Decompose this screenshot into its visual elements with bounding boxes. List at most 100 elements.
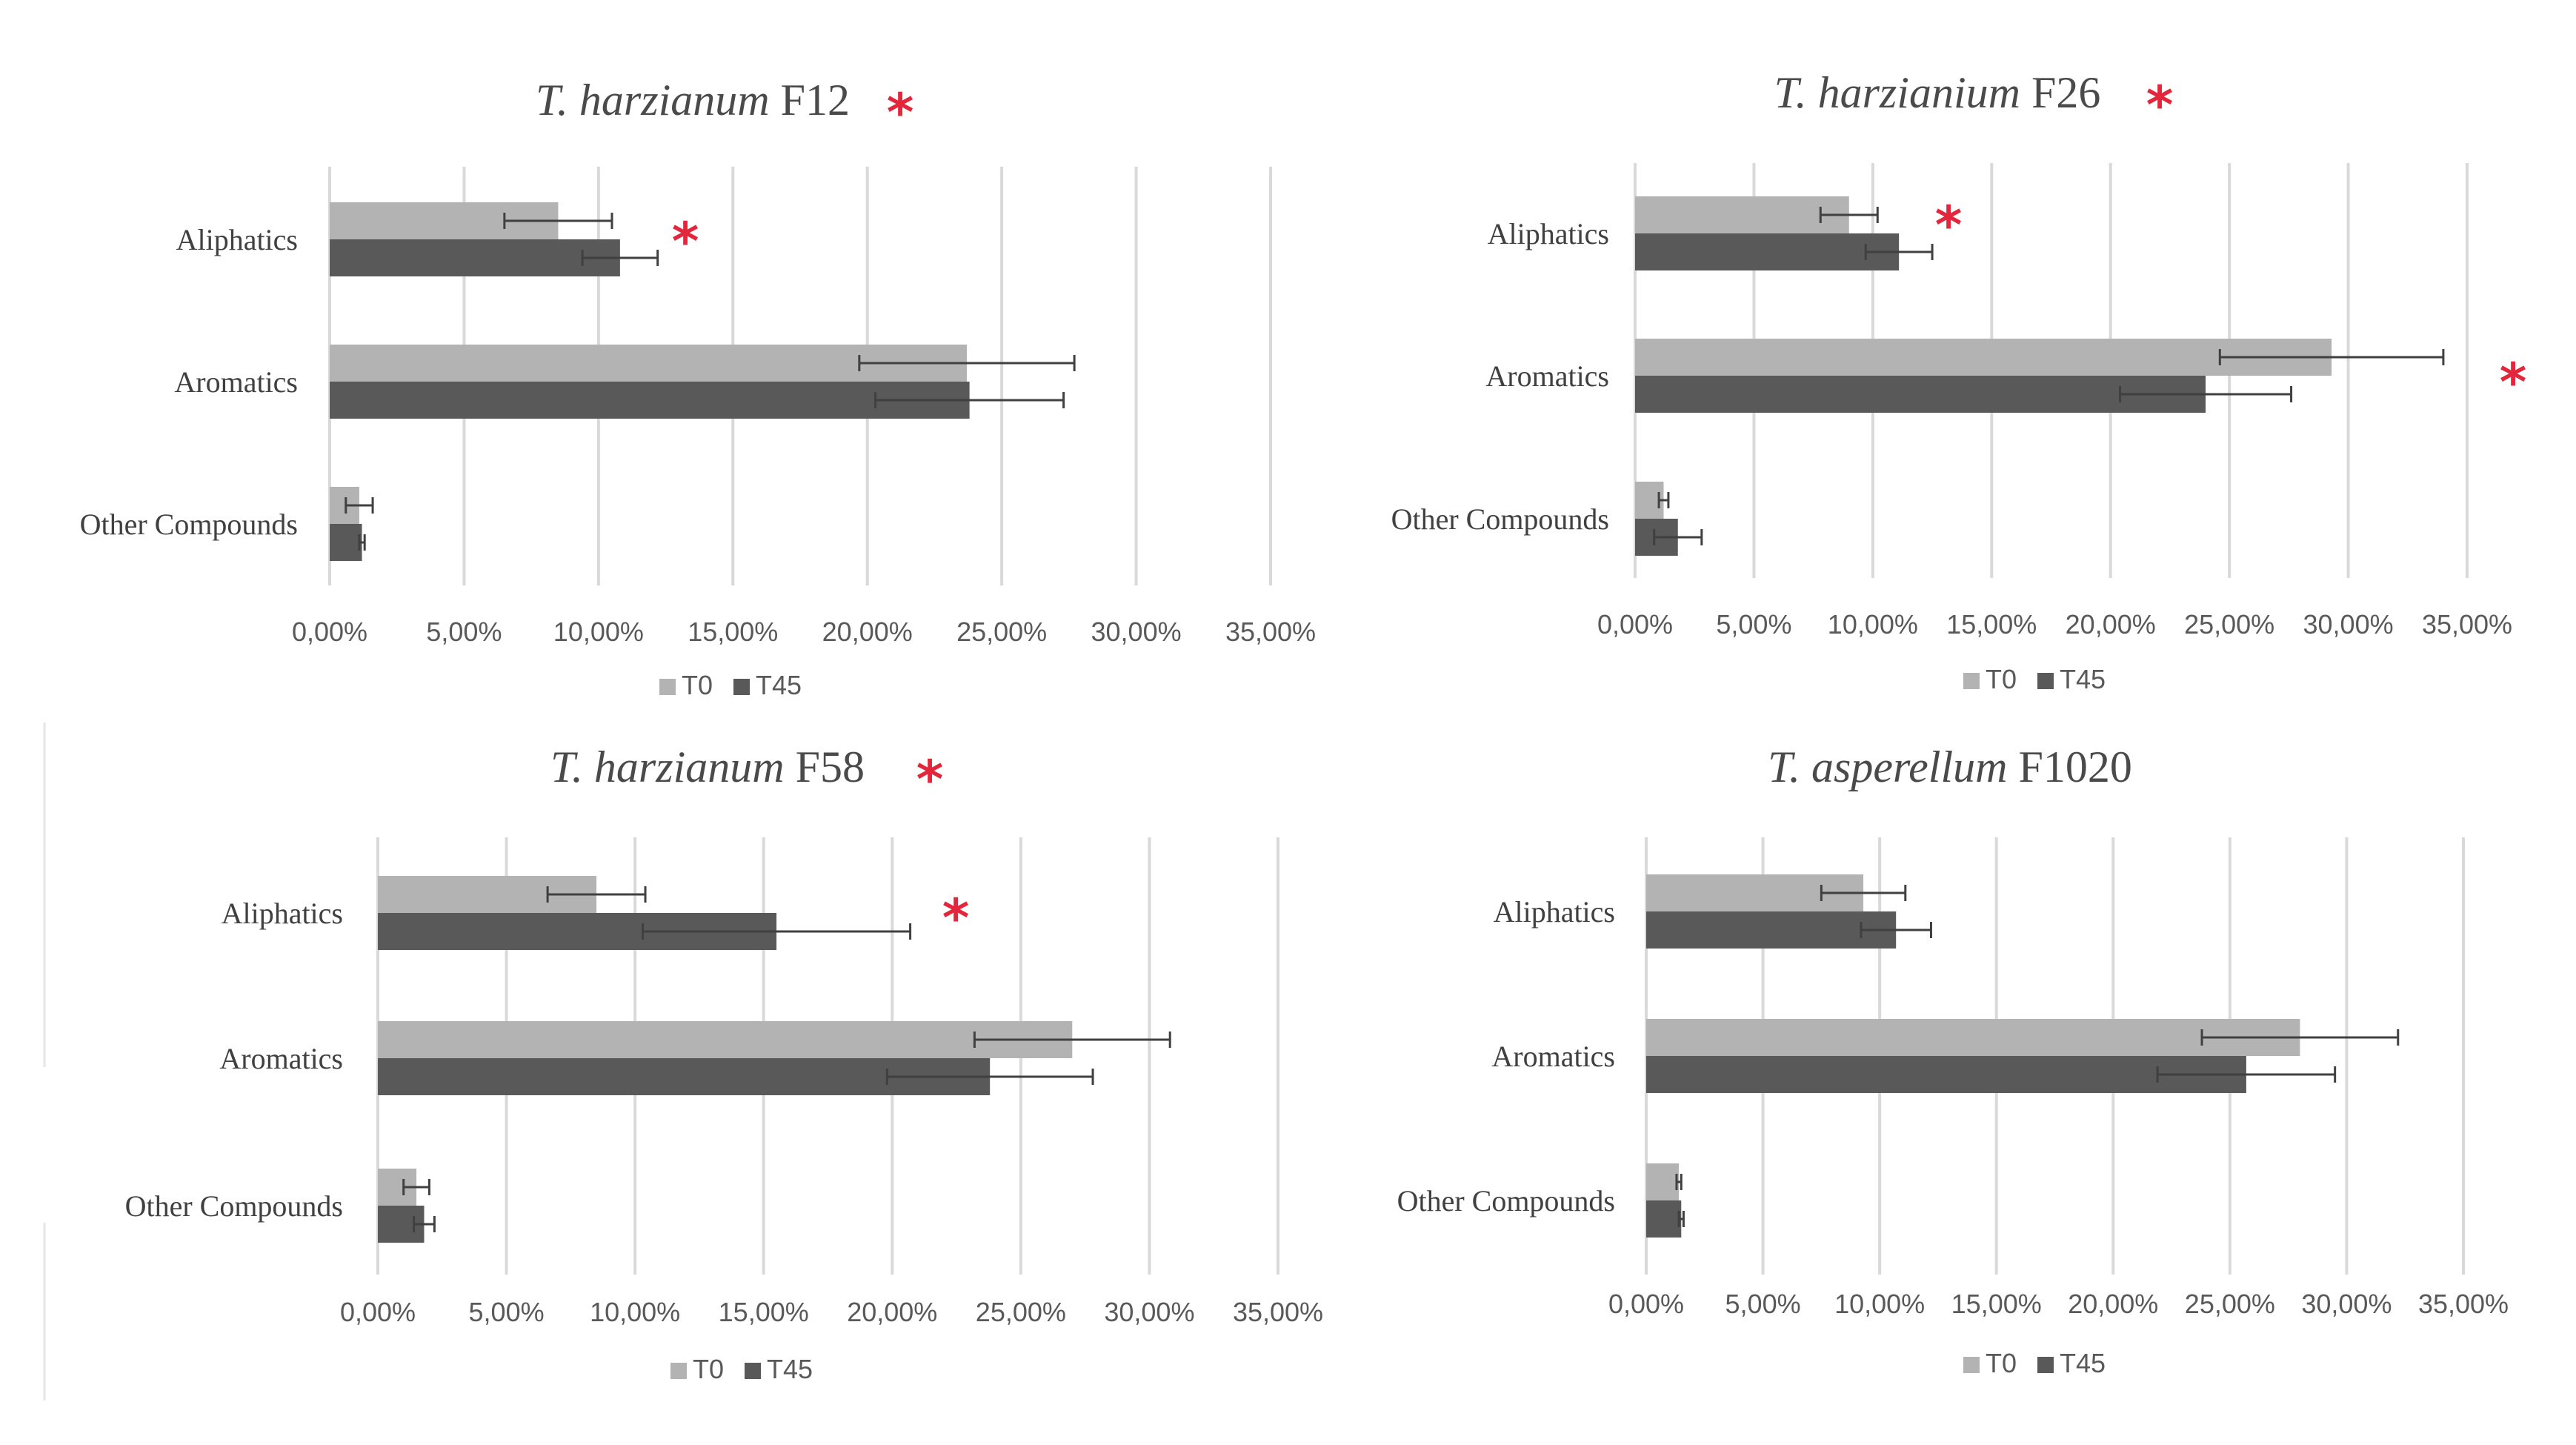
legend-swatch-t0 [1963,1357,1980,1373]
x-tick-label: 10,00% [1828,609,1918,640]
x-tick-label: 20,00% [2068,1289,2158,1319]
x-tick-label: 35,00% [1225,617,1316,647]
legend-label: T0 [1986,664,2017,694]
chart-panel-2: 0,00% 5,00% 10,00% 15,00% 20,00% 25,00% 30,00%… [1391,68,2527,694]
legend: T0 T45 [670,1354,813,1384]
x-tick-label: 30,00% [2303,609,2394,640]
bar-t45 [330,239,620,276]
x-tick-label: 35,00% [2418,1289,2509,1319]
x-tick-label: 0,00% [1597,609,1673,640]
significance-star: * [942,888,970,949]
x-tick-label: 30,00% [2301,1289,2392,1319]
x-tick-label: 10,00% [590,1297,680,1327]
x-tick-label: 35,00% [1233,1297,1323,1327]
bar-t45 [1635,376,2206,413]
category-label: Other Compounds [1397,1184,1615,1218]
x-tick-label: 25,00% [2184,609,2274,640]
legend-swatch-t0 [659,679,676,695]
legend-label: T0 [682,670,713,700]
chart-title-species: T. harzianium [1774,68,2031,117]
significance-star: * [1935,195,1963,256]
legend-swatch-t0 [1963,673,1980,689]
x-tick-label: 20,00% [2066,609,2156,640]
chart-title-strain: F1020 [2018,743,2131,791]
chart-title-strain: F58 [796,743,865,791]
legend-swatch-t45 [745,1363,761,1379]
chart-title-strain: F12 [781,76,850,124]
x-tick-label: 25,00% [956,617,1047,647]
category-label: Aromatics [219,1042,343,1075]
significance-star: * [887,82,914,143]
x-tick-label: 10,00% [553,617,644,647]
legend-label: T45 [2060,664,2106,694]
x-tick-label: 30,00% [1104,1297,1194,1327]
x-tick-label: 0,00% [340,1297,416,1327]
legend-label: T45 [756,670,802,700]
legend-label: T0 [693,1354,724,1384]
x-tick-label: 25,00% [2185,1289,2275,1319]
significance-star: * [672,211,699,272]
category-label: Aromatics [1485,359,1609,393]
legend-swatch-t45 [2037,673,2054,689]
bar-t45 [330,382,970,419]
x-tick-label: 35,00% [2422,609,2512,640]
x-tick-label: 25,00% [976,1297,1066,1327]
category-label: Aliphatics [176,223,298,256]
significance-star: * [2500,352,2527,413]
legend: T0 T45 [659,670,802,700]
chart-title: T. harzianum F12 [536,76,850,124]
chart-title-species: T. harzianum [536,76,781,124]
legend: T0 T45 [1963,1348,2106,1378]
chart-title: T. harzianium F26 [1774,68,2101,117]
chart-panel-4: 0,00% 5,00% 10,00% 15,00% 20,00% 25,00% 30,00%… [1397,743,2509,1378]
x-tick-label: 30,00% [1091,617,1182,647]
x-tick-label: 5,00% [1716,609,1791,640]
x-tick-label: 15,00% [688,617,778,647]
chart-title-strain: F26 [2031,68,2100,117]
legend-swatch-t0 [670,1363,687,1379]
chart-title-species: T. asperellum [1768,743,2018,791]
category-label: Aliphatics [222,897,343,930]
legend-label: T0 [1986,1348,2017,1378]
category-label: Other Compounds [1391,502,1609,536]
bar-t45 [1646,1200,1682,1238]
bar-t45 [1646,1056,2246,1093]
chart-panel-1: 0,00% 5,00% 10,00% 15,00% 20,00% 25,00% 30,00%… [80,76,1316,700]
legend-label: T45 [767,1354,813,1384]
significance-star: * [916,749,944,810]
bar-t0 [1635,339,2332,376]
x-tick-label: 10,00% [1834,1289,1925,1319]
category-label: Aliphatics [1488,217,1609,250]
chart-title-species: T. harzianum [550,743,796,791]
legend-label: T45 [2060,1348,2106,1378]
bar-t0 [378,1021,1073,1058]
x-tick-label: 15,00% [1951,1289,2042,1319]
bar-t45 [330,524,362,561]
bar-t45 [1646,911,1897,949]
category-label: Other Compounds [80,508,298,541]
bar-t0 [1646,1019,2300,1056]
bar-t0 [1646,1163,1680,1200]
bar-t45 [1635,233,1900,270]
category-label: Aliphatics [1494,895,1615,929]
bar-t0 [1635,196,1849,233]
x-tick-label: 0,00% [1608,1289,1684,1319]
legend-swatch-t45 [2037,1357,2054,1373]
x-tick-label: 0,00% [292,617,367,647]
x-tick-label: 5,00% [426,617,502,647]
category-label: Aromatics [1491,1040,1615,1073]
significance-star: * [2146,75,2174,136]
chart-panel-3: 0,00% 5,00% 10,00% 15,00% 20,00% 25,00% 30,00%… [125,743,1323,1384]
chart-title: T. harzianum F58 [550,743,865,791]
category-label: Aromatics [174,365,298,399]
x-tick-label: 15,00% [1946,609,2037,640]
x-tick-label: 5,00% [1725,1289,1801,1319]
chart-title: T. asperellum F1020 [1768,743,2132,791]
category-label: Other Compounds [125,1189,343,1223]
x-tick-label: 20,00% [847,1297,937,1327]
legend-swatch-t45 [733,679,750,695]
x-tick-label: 5,00% [469,1297,545,1327]
x-tick-label: 20,00% [822,617,913,647]
x-tick-label: 15,00% [719,1297,809,1327]
